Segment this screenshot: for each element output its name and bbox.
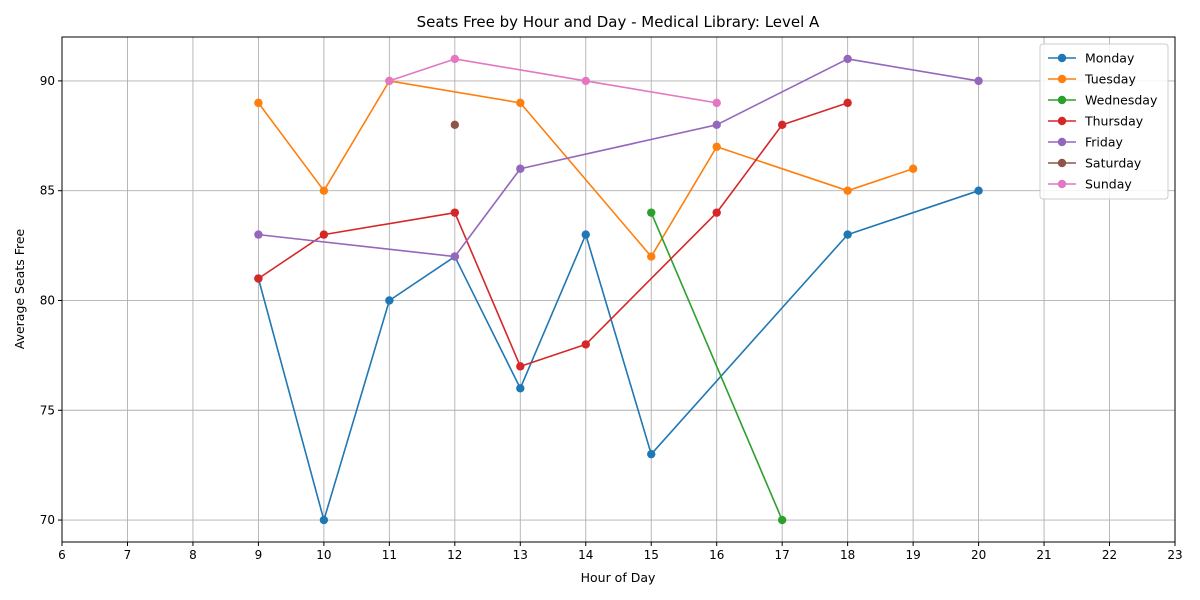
- series-thursday: [254, 98, 852, 371]
- data-point-tuesday: [516, 98, 525, 108]
- x-tick-label: 13: [513, 548, 528, 562]
- series-line-wednesday: [650, 212, 783, 521]
- x-tick-label: 20: [971, 548, 986, 562]
- legend-label-wednesday: Wednesday: [1085, 93, 1158, 108]
- x-tick-label: 12: [447, 548, 462, 562]
- x-axis-label: Hour of Day: [581, 570, 656, 585]
- x-tick-label: 17: [775, 548, 790, 562]
- x-tick-label: 15: [644, 548, 659, 562]
- x-tick-label: 23: [1167, 548, 1182, 562]
- legend-label-thursday: Thursday: [1084, 114, 1144, 129]
- data-point-monday: [843, 230, 852, 239]
- x-tick-label: 10: [316, 548, 331, 562]
- series-tuesday: [254, 76, 918, 261]
- data-point-tuesday: [254, 98, 263, 108]
- series-line-thursday: [257, 102, 848, 368]
- data-point-friday: [974, 76, 983, 86]
- data-point-friday: [450, 252, 460, 261]
- series-line-friday: [258, 58, 979, 258]
- series-line-tuesday: [257, 80, 914, 258]
- data-point-monday: [581, 230, 590, 239]
- data-point-tuesday: [908, 164, 918, 173]
- data-point-thursday: [712, 208, 721, 217]
- data-point-thursday: [319, 230, 329, 239]
- legend-marker-monday: [1057, 53, 1067, 63]
- data-point-thursday: [450, 208, 460, 217]
- data-point-friday: [516, 164, 525, 173]
- y-axis-label: Average Seats Free: [12, 228, 27, 349]
- legend-marker-saturday: [1057, 158, 1067, 168]
- axis-ticks: 6 7 8 9 10 11 12 13 14 15 16 17 18 19 20 21 22 23 70 75 80 85…: [40, 74, 1183, 562]
- legend-marker-wednesday: [1057, 95, 1067, 105]
- legend-label-saturday: Saturday: [1085, 156, 1142, 171]
- series-lines: [254, 54, 983, 525]
- grid-lines: [61, 37, 1176, 542]
- legend-marker-friday: [1057, 137, 1067, 147]
- series-friday: [254, 54, 983, 261]
- data-point-monday: [974, 186, 983, 195]
- legend-box: [1039, 43, 1169, 200]
- data-point-sunday: [712, 98, 721, 108]
- data-point-tuesday: [843, 186, 852, 195]
- legend-label-tuesday: Tuesday: [1084, 72, 1136, 87]
- y-tick-label: 90: [40, 74, 55, 88]
- x-tick-label: 14: [578, 548, 593, 562]
- legend-label-monday: Monday: [1085, 51, 1135, 66]
- x-tick-label: 21: [1036, 548, 1051, 562]
- data-point-sunday: [450, 54, 460, 64]
- legend-marker-sunday: [1057, 179, 1067, 189]
- data-point-thursday: [777, 120, 787, 130]
- series-saturday: [450, 120, 460, 130]
- series-wednesday: [647, 208, 787, 525]
- x-tick-label: 6: [58, 548, 66, 562]
- x-tick-label: 9: [255, 548, 263, 562]
- data-point-monday: [516, 384, 525, 393]
- x-tick-label: 7: [124, 548, 132, 562]
- data-point-friday: [254, 230, 263, 239]
- series-line-sunday: [389, 58, 717, 104]
- data-point-tuesday: [319, 186, 329, 195]
- y-tick-label: 70: [40, 513, 55, 527]
- data-point-friday: [843, 54, 852, 64]
- data-point-monday: [319, 515, 329, 525]
- data-point-thursday: [843, 98, 852, 108]
- series-line-monday: [257, 189, 979, 521]
- y-tick-label: 75: [40, 403, 55, 417]
- x-tick-label: 19: [905, 548, 920, 562]
- data-point-thursday: [581, 340, 590, 349]
- data-point-sunday: [581, 76, 590, 86]
- legend-marker-tuesday: [1057, 74, 1067, 84]
- legend-marker-thursday: [1057, 116, 1067, 126]
- series-sunday: [385, 54, 721, 108]
- data-point-sunday: [385, 76, 394, 86]
- legend-label-friday: Friday: [1085, 135, 1123, 150]
- y-tick-label: 80: [40, 293, 55, 307]
- data-point-tuesday: [647, 252, 656, 261]
- x-tick-label: 18: [840, 548, 855, 562]
- data-point-saturday: [450, 120, 460, 130]
- x-tick-label: 11: [382, 548, 397, 562]
- series-monday: [254, 186, 983, 525]
- chart-title: Seats Free by Hour and Day - Medical Lib…: [417, 13, 820, 31]
- y-tick-label: 85: [40, 184, 55, 198]
- legend: Monday Tuesday Wednesday Thursday Friday Satu…: [1039, 43, 1169, 200]
- x-tick-label: 16: [709, 548, 724, 562]
- data-point-wednesday: [647, 208, 656, 217]
- data-point-wednesday: [777, 515, 787, 525]
- data-point-thursday: [516, 362, 525, 371]
- data-point-tuesday: [712, 142, 721, 151]
- data-point-monday: [385, 296, 394, 305]
- data-point-thursday: [254, 274, 263, 283]
- x-tick-label: 8: [189, 548, 197, 562]
- data-point-monday: [647, 449, 656, 459]
- legend-label-sunday: Sunday: [1085, 177, 1132, 192]
- plot-frame: [61, 36, 1176, 543]
- data-point-friday: [712, 120, 721, 130]
- x-tick-label: 22: [1102, 548, 1117, 562]
